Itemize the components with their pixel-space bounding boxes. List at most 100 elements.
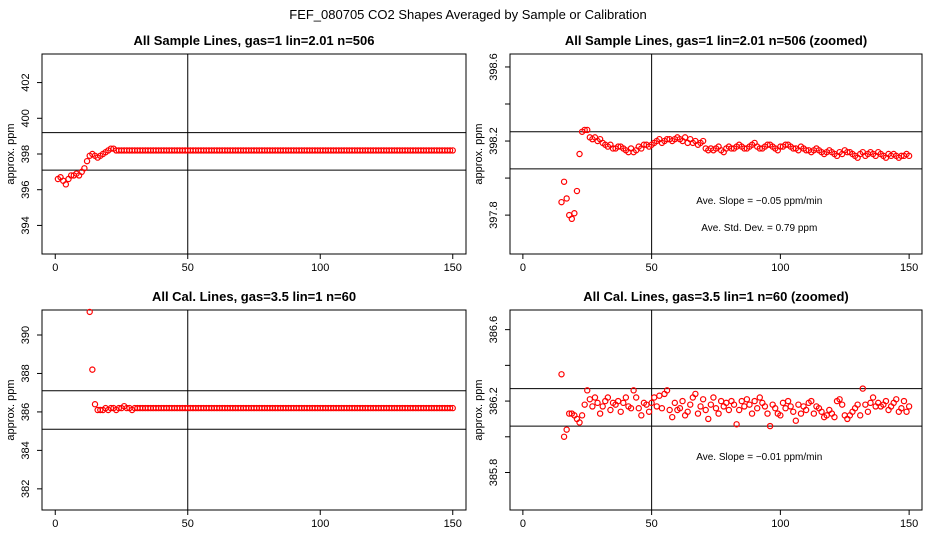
data-point <box>867 399 874 407</box>
data-point <box>893 396 900 403</box>
y-tick-label: 386.2 <box>488 387 500 415</box>
data-point <box>89 366 96 373</box>
data-point <box>663 387 671 394</box>
data-point <box>754 405 761 412</box>
data-point <box>671 399 679 407</box>
x-tick-label: 100 <box>771 262 789 274</box>
data-point <box>802 406 810 414</box>
x-tick-label: 0 <box>52 518 58 530</box>
data-point <box>669 413 676 421</box>
y-tick-label: 394 <box>20 216 32 234</box>
data-point <box>741 403 748 410</box>
data-points <box>558 371 913 440</box>
y-tick-label: 400 <box>20 109 32 127</box>
data-point <box>656 392 663 399</box>
y-tick-label: 396 <box>20 181 32 199</box>
data-point <box>882 397 890 405</box>
data-point <box>712 405 720 412</box>
data-point <box>735 406 743 414</box>
data-point <box>676 405 684 412</box>
x-tick-label: 100 <box>311 262 329 274</box>
data-point <box>604 394 612 401</box>
data-point <box>715 410 722 417</box>
x-tick-label: 100 <box>771 518 789 530</box>
data-point <box>123 404 131 412</box>
y-tick-label: 390 <box>20 326 32 344</box>
data-point <box>563 195 570 202</box>
data-point <box>81 165 88 172</box>
data-points <box>86 308 456 414</box>
plot-frame <box>41 309 467 511</box>
x-tick-label: 50 <box>182 262 194 274</box>
data-point <box>790 408 797 415</box>
chart-panel-1: All Sample Lines, gas=1 lin=2.01 n=506 0 5… <box>5 33 467 274</box>
data-point <box>779 399 787 407</box>
x-tick-label: 50 <box>646 518 658 530</box>
data-point <box>854 401 861 408</box>
data-point <box>658 405 666 412</box>
data-point <box>560 433 568 440</box>
data-point <box>594 399 601 407</box>
data-point <box>653 403 660 410</box>
data-point <box>687 401 694 408</box>
y-tick-label: 398.2 <box>488 127 500 155</box>
data-point <box>630 387 637 394</box>
data-point <box>576 150 583 158</box>
data-point <box>777 412 784 419</box>
data-point <box>733 421 740 428</box>
chart-title: All Sample Lines, gas=1 lin=2.01 n=506 <box>134 33 375 48</box>
data-point <box>573 187 581 195</box>
y-axis-label: approx. ppm <box>5 123 17 184</box>
data-point <box>83 157 91 165</box>
data-point <box>707 401 715 408</box>
data-points <box>54 145 456 188</box>
data-point <box>648 399 655 407</box>
data-point <box>862 401 869 408</box>
annotation-2: Ave. Std. Dev. = 0.79 ppm <box>701 223 817 234</box>
data-point <box>694 410 702 417</box>
data-points <box>558 126 913 223</box>
data-point <box>710 394 717 401</box>
data-point <box>903 408 910 415</box>
data-point <box>620 399 627 407</box>
data-point <box>617 408 624 415</box>
data-point <box>558 198 565 206</box>
y-tick-label: 386 <box>20 403 32 421</box>
data-point <box>666 406 673 414</box>
y-tick-label: 384 <box>20 441 32 459</box>
data-point <box>905 403 913 410</box>
data-point <box>449 147 456 154</box>
data-point <box>607 406 614 414</box>
data-point <box>705 415 712 423</box>
data-point <box>599 403 606 410</box>
data-point <box>622 394 630 401</box>
data-point <box>627 405 635 412</box>
data-point <box>784 397 792 405</box>
x-tick-label: 0 <box>520 262 526 274</box>
data-point <box>446 147 454 154</box>
data-point <box>699 396 707 403</box>
data-point <box>645 408 653 415</box>
data-point <box>859 385 866 392</box>
y-tick-label: 398 <box>20 145 32 163</box>
data-point <box>808 397 815 405</box>
y-tick-label: 386.6 <box>488 316 500 344</box>
x-tick-label: 150 <box>444 262 462 274</box>
data-point <box>596 410 604 417</box>
x-tick-label: 0 <box>520 518 526 530</box>
data-point <box>746 401 753 408</box>
data-point <box>67 172 75 179</box>
data-point <box>632 394 640 401</box>
data-point <box>898 405 905 412</box>
data-point <box>62 181 70 188</box>
y-tick-label: 382 <box>20 480 32 498</box>
data-point <box>679 397 686 405</box>
plot-frame <box>509 53 923 255</box>
data-point <box>97 406 104 414</box>
data-point <box>586 396 594 403</box>
plot-frame <box>509 309 923 511</box>
x-tick-label: 50 <box>182 518 194 530</box>
y-tick-label: 388 <box>20 364 32 382</box>
data-point <box>635 405 642 412</box>
